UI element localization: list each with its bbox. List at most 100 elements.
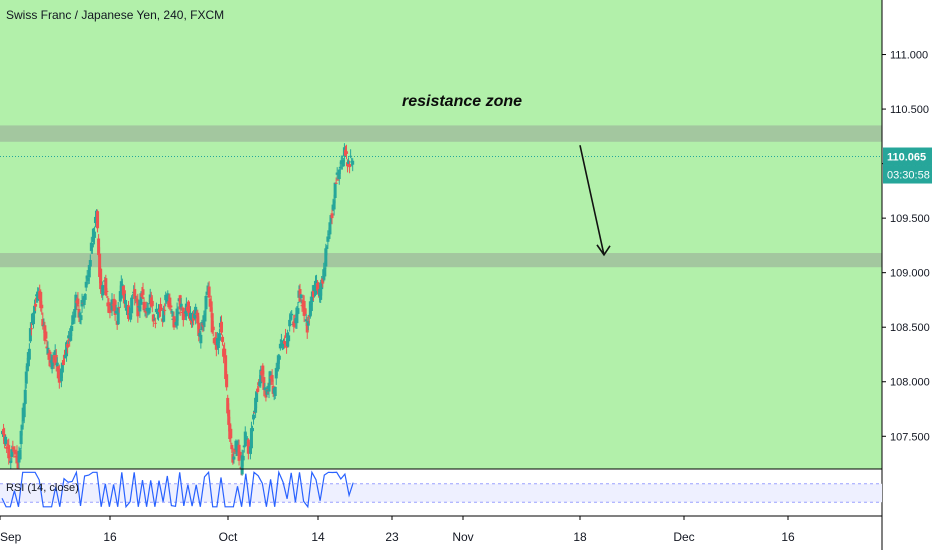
candle-body — [277, 355, 281, 360]
candle-body — [113, 300, 117, 315]
candle-body — [98, 253, 102, 277]
candle-body — [204, 295, 208, 310]
candle-body — [18, 449, 22, 460]
candle-body — [207, 286, 211, 298]
candle-body — [221, 336, 225, 342]
candle-body — [9, 460, 13, 464]
candle-body — [278, 343, 282, 349]
candle-body — [262, 377, 266, 390]
candle-body — [160, 307, 164, 310]
candle-body — [197, 322, 201, 336]
candle-body — [289, 315, 293, 320]
rsi-band — [0, 483, 882, 503]
candle-body — [252, 414, 256, 420]
candle-body — [85, 275, 89, 279]
candle-body — [258, 381, 262, 387]
price-axis-background — [882, 0, 932, 550]
candle-body — [169, 305, 173, 308]
candle-body — [205, 291, 209, 295]
candle-body — [67, 335, 71, 339]
candle-body — [226, 397, 230, 414]
candle-body — [263, 387, 267, 390]
candle-body — [8, 457, 12, 459]
candle-body — [242, 445, 246, 448]
candle-body — [173, 318, 177, 322]
candle-body — [198, 332, 202, 337]
candle-body — [280, 343, 284, 346]
candle-body — [87, 265, 91, 278]
candle-body — [199, 334, 203, 344]
candle-body — [203, 313, 207, 322]
candle-body — [175, 308, 179, 326]
candle-body — [249, 428, 253, 449]
candle-body — [216, 341, 220, 348]
candle-body — [273, 386, 277, 397]
candle-body — [11, 447, 15, 449]
candle-body — [54, 354, 58, 366]
candle-body — [212, 338, 216, 344]
x-tick-label: 14 — [311, 530, 325, 544]
candle-body — [210, 313, 214, 333]
candle-body — [229, 428, 233, 439]
candle-body — [329, 215, 333, 222]
candle-body — [20, 425, 24, 430]
candle-body — [232, 456, 236, 460]
candle-body — [79, 315, 83, 321]
candle-body — [96, 211, 100, 229]
y-tick-label: 111.000 — [890, 50, 928, 62]
candle-body — [60, 363, 64, 373]
candle-body — [15, 451, 19, 455]
candle-body — [234, 440, 238, 450]
candle-body — [270, 374, 274, 382]
candle-body — [279, 340, 283, 342]
resistance-zone-0 — [0, 125, 882, 142]
candle-body — [10, 449, 14, 457]
candle-body — [147, 307, 151, 314]
candle-body — [225, 374, 229, 388]
candle-body — [290, 313, 294, 316]
candle-body — [135, 298, 139, 302]
countdown-label: 03:30:58 — [887, 170, 930, 182]
candle-body — [137, 306, 141, 308]
candle-body — [70, 325, 74, 332]
candle-body — [166, 293, 170, 299]
candle-body — [306, 321, 310, 326]
candle-body — [336, 179, 340, 181]
candle-body — [165, 296, 169, 303]
candle-body — [265, 387, 269, 395]
candle-body — [140, 293, 144, 298]
candle-body — [320, 279, 324, 290]
candle-body — [321, 278, 325, 284]
candle-body — [55, 362, 59, 367]
candle-body — [241, 455, 245, 461]
candle-body — [220, 321, 223, 333]
candle-body — [86, 278, 90, 281]
candle-body — [215, 338, 219, 346]
candle-body — [255, 392, 259, 402]
candle-body — [326, 236, 330, 242]
candle-body — [139, 293, 143, 305]
candle-body — [330, 213, 334, 219]
candle-body — [52, 355, 56, 363]
candle-body — [108, 306, 112, 313]
candle-body — [105, 290, 109, 292]
candle-body — [311, 290, 315, 298]
candle-body — [13, 449, 17, 454]
candle-body — [344, 151, 348, 154]
candle-body — [309, 303, 313, 312]
candle-body — [176, 311, 180, 315]
y-tick-label: 109.500 — [890, 213, 930, 225]
candle-body — [324, 248, 328, 267]
candle-body — [14, 455, 18, 458]
annotation-arrow — [579, 145, 605, 256]
candle-body — [304, 319, 308, 322]
candle-body — [254, 397, 258, 413]
candle-body — [25, 363, 29, 371]
candle-body — [76, 298, 80, 305]
candle-body — [244, 438, 248, 441]
candle-body — [117, 307, 121, 309]
candle-body — [186, 301, 190, 308]
candle-body — [2, 428, 6, 435]
candle-body — [190, 319, 194, 324]
